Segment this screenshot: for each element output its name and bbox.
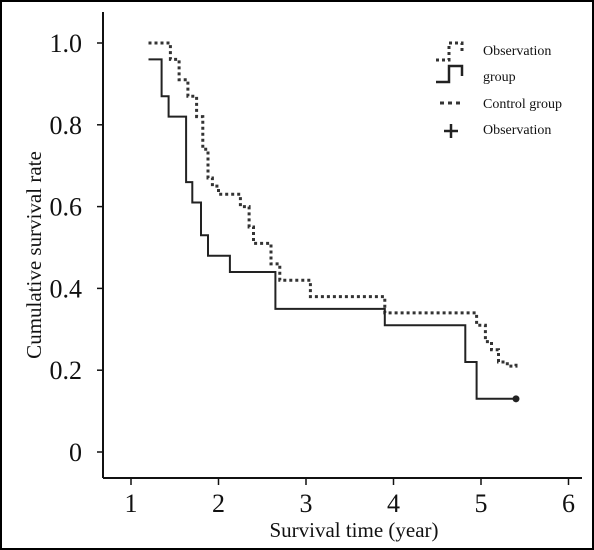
legend-marker-dotted-step <box>436 41 464 62</box>
survival-curves <box>148 41 520 403</box>
y-tick-label: 0.4 <box>50 274 83 303</box>
series-line-dotted <box>148 41 518 368</box>
y-tick-label: 0 <box>69 438 82 467</box>
legend-label-3: Control group <box>483 97 562 112</box>
x-tick-label: 1 <box>125 489 138 518</box>
y-axis-label: Cumulative survival rate <box>22 151 46 359</box>
axes <box>102 12 582 479</box>
x-tick-label: 5 <box>475 489 488 518</box>
legend-label-2: group <box>483 70 516 85</box>
x-tick-label: 4 <box>387 489 400 518</box>
legend-marker-cross <box>444 124 458 138</box>
y-tick-label: 0.8 <box>50 111 83 140</box>
legend-label-4: Observation <box>483 123 551 138</box>
legend: Observation group Control group Observat… <box>436 41 562 138</box>
x-tick-label: 6 <box>562 489 575 518</box>
series-end-marker <box>512 395 520 403</box>
series-line-solid <box>148 58 516 400</box>
x-tick-label: 2 <box>212 489 225 518</box>
y-tick-label: 1.0 <box>50 29 83 58</box>
y-tick-label: 0.2 <box>50 356 83 385</box>
x-tick-labels: 1 2 3 4 5 6 <box>125 478 575 518</box>
y-tick-label: 0.6 <box>50 193 83 222</box>
legend-label-1: Observation <box>483 44 551 59</box>
y-tick-labels: 0 0.2 0.4 0.6 0.8 1.0 <box>50 29 103 467</box>
x-tick-label: 3 <box>300 489 313 518</box>
x-axis-label: Survival time (year) <box>269 518 438 542</box>
legend-marker-solid-step <box>436 64 464 84</box>
